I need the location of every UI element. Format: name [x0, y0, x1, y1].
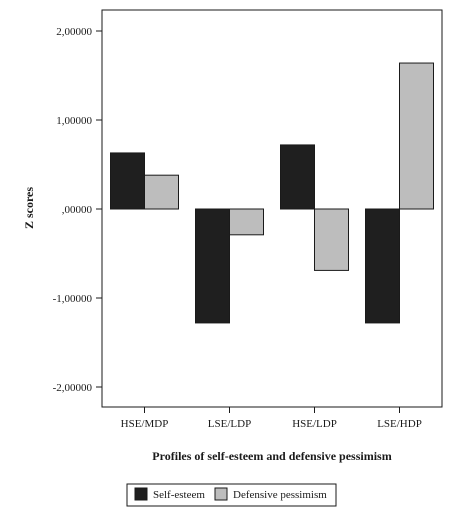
legend-label-defensive-pessimism: Defensive pessimism	[233, 489, 327, 501]
legend-swatch-self-esteem	[135, 488, 147, 500]
bar-defensive-pessimism	[230, 209, 264, 235]
y-axis-title: Z scores	[22, 187, 36, 229]
x-tick-label: LSE/LDP	[208, 418, 251, 430]
bar-self-esteem	[281, 145, 315, 209]
legend: Self-esteem Defensive pessimism	[127, 484, 336, 506]
legend-label-self-esteem: Self-esteem	[153, 489, 205, 501]
bars	[111, 63, 434, 323]
y-tick-label: ,00000	[62, 204, 93, 216]
y-tick-label: -2,00000	[53, 382, 93, 394]
bar-defensive-pessimism	[315, 209, 349, 270]
bar-self-esteem	[196, 209, 230, 323]
bar-self-esteem	[366, 209, 400, 323]
x-tick-label: HSE/MDP	[121, 418, 169, 430]
y-tick-label: -1,00000	[53, 293, 93, 305]
y-tick-label: 2,00000	[56, 26, 92, 38]
x-tick-label: LSE/HDP	[377, 418, 422, 430]
x-axis-title: Profiles of self-esteem and defensive pe…	[152, 449, 391, 463]
bar-self-esteem	[111, 153, 145, 209]
legend-swatch-defensive-pessimism	[215, 488, 227, 500]
y-tick-label: 1,00000	[56, 115, 92, 127]
x-tick-label: HSE/LDP	[292, 418, 337, 430]
y-axis: 2,00000 1,00000 ,00000 -1,00000 -2,00000	[53, 26, 102, 394]
bar-defensive-pessimism	[145, 175, 179, 209]
bar-defensive-pessimism	[400, 63, 434, 209]
x-axis: HSE/MDP LSE/LDP HSE/LDP LSE/HDP	[121, 407, 422, 430]
